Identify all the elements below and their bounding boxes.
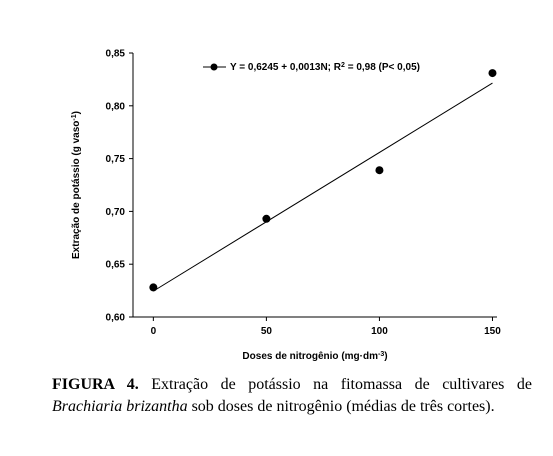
label-part: Extração de potássio (g vaso — [71, 121, 82, 259]
caption-label: FIGURA 4. — [52, 376, 139, 393]
caption-text: sob doses de nitrogênio (médias de três … — [191, 398, 495, 415]
caption-text: Extração de potássio na fitomassa de cul… — [151, 376, 533, 393]
y-axis-label: Extração de potássio (g vaso-1) — [71, 111, 83, 259]
x-tick-label: 50 — [261, 326, 273, 337]
label-sup: -3 — [378, 351, 384, 358]
x-tick-label: 150 — [484, 326, 501, 337]
label-part: Doses de nitrogênio (mg·dm — [242, 351, 378, 362]
legend-sup: 2 — [341, 62, 345, 69]
y-tick-label: 0,85 — [106, 49, 126, 60]
y-tick-label: 0,80 — [106, 101, 126, 112]
label-part: ) — [384, 351, 387, 362]
chart: Y = 0,6245 + 0,0013N; R2 = 0,98 (P< 0,05… — [71, 49, 502, 363]
y-tick-label: 0,70 — [106, 207, 126, 218]
legend-part: = 0,98 (P< 0,05) — [345, 62, 420, 73]
legend-marker — [210, 63, 218, 71]
point — [262, 214, 271, 223]
legend-part: Y = 0,6245 + 0,0013N; R — [230, 62, 342, 73]
y-tick-label: 0,60 — [106, 313, 126, 324]
label-part: ) — [71, 111, 82, 114]
caption: FIGURA 4. Extração de potássio na fitoma… — [52, 374, 532, 418]
caption-species: Brachiaria brizantha — [52, 398, 188, 415]
legend-text: Y = 0,6245 + 0,0013N; R2 = 0,98 (P< 0,05… — [230, 62, 420, 74]
fit-line — [153, 82, 493, 292]
caption-line: Brachiaria brizantha sob doses de nitrog… — [52, 396, 532, 418]
caption-line: FIGURA 4. Extração de potássio na fitoma… — [52, 374, 532, 396]
x-tick-label: 0 — [151, 326, 157, 337]
point — [488, 69, 497, 78]
x-tick-label: 100 — [371, 326, 388, 337]
label-sup: -1 — [71, 114, 78, 120]
y-tick-label: 0,75 — [106, 154, 126, 165]
point — [149, 283, 158, 292]
y-tick-label: 0,65 — [106, 260, 126, 271]
x-axis-label: Doses de nitrogênio (mg·dm-3) — [242, 351, 387, 363]
point — [375, 166, 384, 175]
